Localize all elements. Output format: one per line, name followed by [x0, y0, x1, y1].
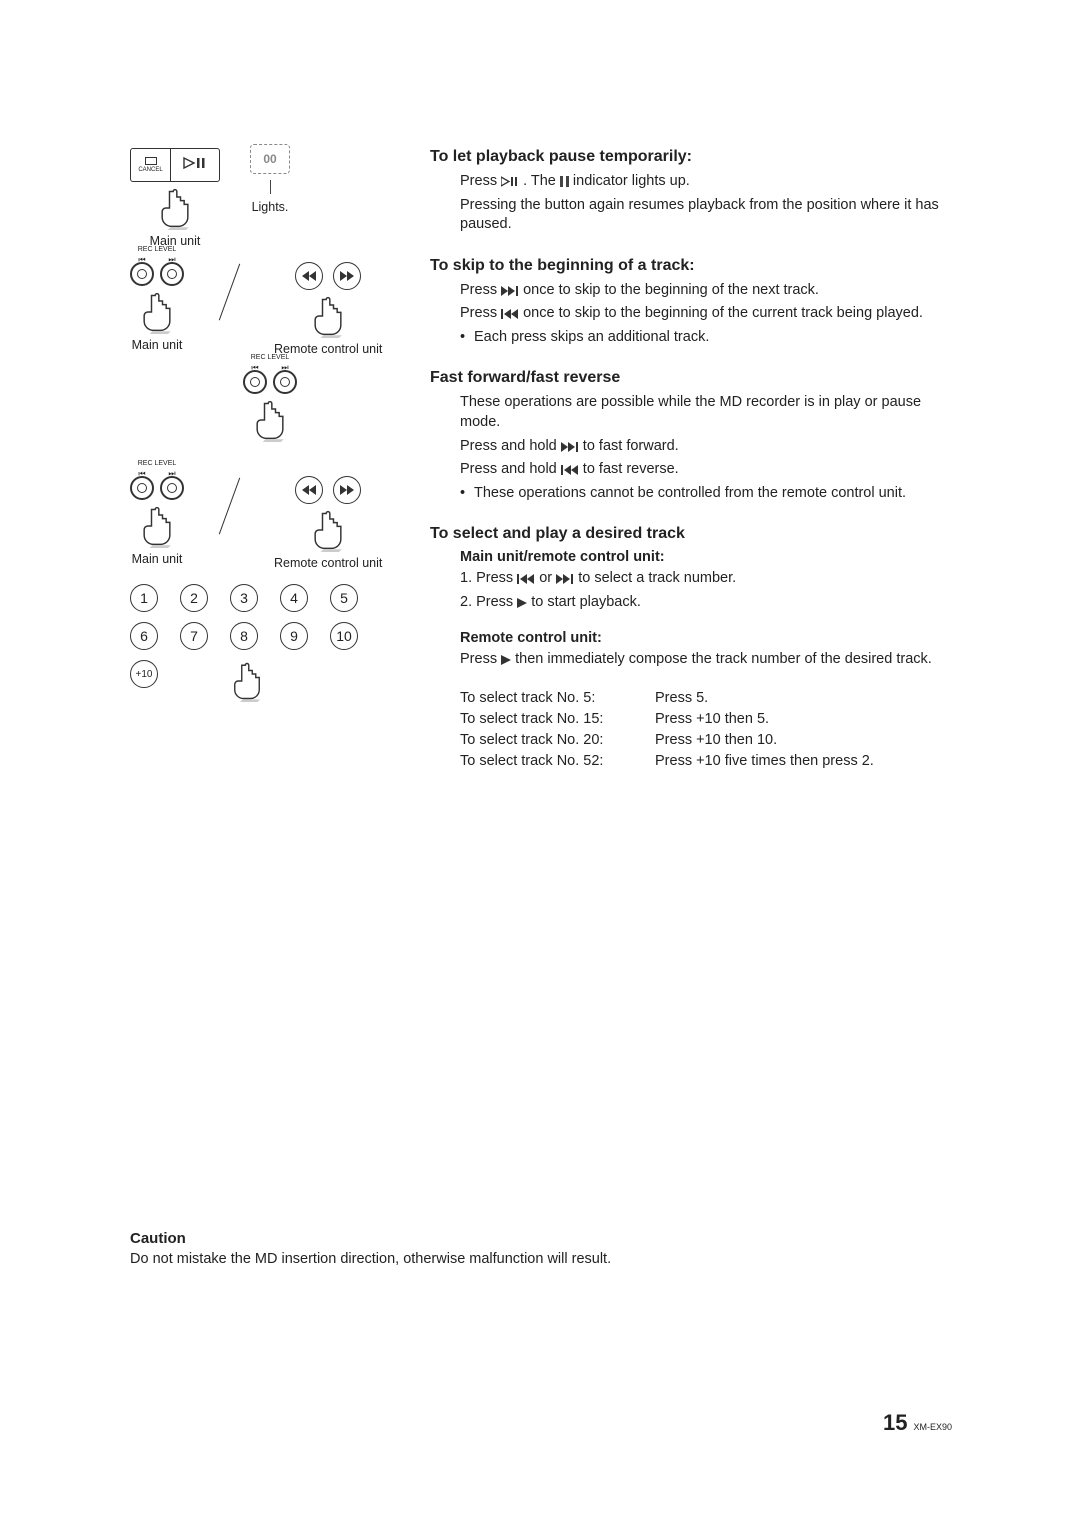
fig-numpad: 12345 6789 10 +10 — [130, 584, 410, 702]
prev-inline-icon — [517, 570, 535, 586]
text-column: To let playback pause temporarily: Press… — [430, 148, 950, 794]
pause-line1: Press . The indicator lights up. — [460, 172, 950, 192]
pause-indicator-stack: 00 Lights. — [250, 144, 290, 214]
next-inline-icon — [501, 282, 519, 298]
prev-knob-icon: ⏮ — [130, 476, 154, 500]
hand-icon — [310, 508, 346, 552]
rec-level-label: REC LEVEL — [138, 246, 177, 253]
knob-stack-left: REC LEVEL ⏮ ⏭ Main unit — [130, 262, 184, 352]
fig-ff: REC LEVEL ⏮ ⏭ — [130, 370, 410, 442]
caution-title: Caution — [130, 1230, 950, 1247]
select-sub1: Main unit/remote control unit: — [460, 549, 950, 565]
ff-line2: Press and hold to fast forward. — [460, 437, 950, 457]
remote-circle-stack: Remote control unit — [274, 262, 382, 356]
track-row: To select track No. 5:Press 5. — [460, 688, 950, 709]
hand-icon — [252, 398, 288, 442]
plus10-button-icon: +10 — [130, 660, 158, 688]
caution-text: Do not mistake the MD insertion directio… — [130, 1251, 950, 1267]
ff-title: Fast forward/fast reverse — [430, 369, 950, 387]
manual-page: CANCEL Main unit 00 Lights. — [0, 0, 1080, 1528]
numpad-button-icon: 9 — [280, 622, 308, 650]
skip-bullet: Each press skips an additional track. — [460, 328, 950, 348]
ff-line1: These operations are possible while the … — [460, 393, 950, 432]
numpad-button-icon: 6 — [130, 622, 158, 650]
hand-icon — [310, 294, 346, 338]
device-stack: CANCEL Main unit — [130, 148, 220, 248]
hand-icon — [139, 290, 175, 334]
next-knob-icon: ⏭ — [160, 476, 184, 500]
hand-icon — [157, 186, 193, 230]
numpad-button-icon: 10 — [330, 622, 358, 650]
numpad-button-icon: 7 — [180, 622, 208, 650]
section-skip: To skip to the beginning of a track: Pre… — [430, 257, 950, 348]
separator-slash — [214, 476, 244, 536]
section-ff: Fast forward/fast reverse These operatio… — [430, 369, 950, 503]
skip-line2: Press once to skip to the beginning of t… — [460, 304, 950, 324]
rew-knob-icon: ⏮ — [243, 370, 267, 394]
numpad-button-icon: 3 — [230, 584, 258, 612]
play-pause-inline-icon — [501, 173, 523, 189]
main-unit-device: CANCEL — [130, 148, 220, 182]
pause-glyph-inline-icon — [560, 173, 569, 189]
select-step1: 1. Press or to select a track number. — [460, 569, 950, 589]
skip-line1: Press once to skip to the beginning of t… — [460, 281, 950, 301]
skip-title: To skip to the beginning of a track: — [430, 257, 950, 275]
next-inline-icon — [556, 570, 574, 586]
caution-block: Caution Do not mistake the MD insertion … — [130, 1230, 950, 1267]
main-unit-caption: Main unit — [132, 338, 183, 352]
play-inline-icon — [517, 594, 527, 610]
play-inline-icon — [501, 651, 511, 667]
select-remote-line: Press then immediately compose the track… — [460, 650, 950, 670]
numpad-button-icon: 2 — [180, 584, 208, 612]
numpad-button-icon: 1 — [130, 584, 158, 612]
remote-circle-stack: Remote control unit — [274, 476, 382, 570]
track-row: To select track No. 20:Press +10 then 10… — [460, 730, 950, 751]
rec-level-label: REC LEVEL — [251, 354, 290, 361]
ff-knob-icon: ⏭ — [273, 370, 297, 394]
hand-icon — [139, 504, 175, 548]
ff-prev-inline-icon — [561, 461, 579, 477]
prev-inline-icon — [501, 305, 519, 321]
ff-next-inline-icon — [561, 438, 579, 454]
numpad-button-icon: 5 — [330, 584, 358, 612]
page-number: 15XM-EX90 — [883, 1410, 952, 1436]
prev-knob-icon: ⏮ — [130, 262, 154, 286]
lights-caption: Lights. — [252, 200, 289, 214]
cancel-label: CANCEL — [138, 167, 162, 173]
track-row: To select track No. 15:Press +10 then 5. — [460, 709, 950, 730]
ff-line3: Press and hold to fast reverse. — [460, 460, 950, 480]
figures-column: CANCEL Main unit 00 Lights. — [130, 148, 410, 702]
remote-caption: Remote control unit — [274, 556, 382, 570]
prev-circle-icon — [295, 262, 323, 290]
rec-level-label: REC LEVEL — [138, 460, 177, 467]
select-sub2: Remote control unit: — [460, 630, 950, 646]
knob-stack-left: REC LEVEL ⏮ ⏭ Main unit — [130, 476, 184, 566]
fig-select: REC LEVEL ⏮ ⏭ Main unit Remote contr — [130, 476, 410, 570]
ff-bullet: These operations cannot be controlled fr… — [460, 484, 950, 504]
next-circle-icon — [333, 476, 361, 504]
numpad-button-icon: 8 — [230, 622, 258, 650]
play-pause-icon — [183, 156, 207, 175]
prev-circle-icon — [295, 476, 323, 504]
remote-caption: Remote control unit — [274, 342, 382, 356]
section-pause: To let playback pause temporarily: Press… — [430, 148, 950, 235]
pause-line2: Pressing the button again resumes playba… — [460, 196, 950, 235]
knob-ff-stack: REC LEVEL ⏮ ⏭ — [243, 370, 297, 442]
select-step2: 2. Press to start playback. — [460, 593, 950, 613]
pause-indicator-icon: 00 — [250, 144, 290, 174]
section-select: To select and play a desired track Main … — [430, 525, 950, 772]
select-title: To select and play a desired track — [430, 525, 950, 543]
numpad-button-icon: 4 — [280, 584, 308, 612]
next-knob-icon: ⏭ — [160, 262, 184, 286]
pause-title: To let playback pause temporarily: — [430, 148, 950, 166]
track-row: To select track No. 52:Press +10 five ti… — [460, 751, 950, 772]
hand-icon — [230, 660, 264, 702]
next-circle-icon — [333, 262, 361, 290]
fig-skip: REC LEVEL ⏮ ⏭ Main unit Remote contr — [130, 262, 410, 356]
main-unit-caption: Main unit — [132, 552, 183, 566]
separator-slash — [214, 262, 244, 322]
fig-play-pause: CANCEL Main unit 00 Lights. — [130, 148, 410, 248]
